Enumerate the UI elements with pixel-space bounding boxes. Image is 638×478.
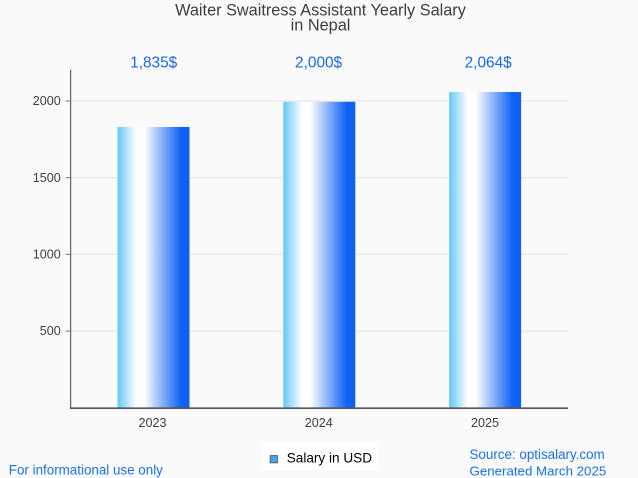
svg-text:For informational use only: For informational use only (9, 463, 163, 478)
svg-text:2,000$: 2,000$ (295, 55, 343, 72)
svg-text:2,064$: 2,064$ (465, 55, 513, 72)
svg-text:Generated March 2025: Generated March 2025 (470, 464, 607, 478)
svg-text:in Nepal: in Nepal (291, 17, 351, 35)
svg-text:Salary in USD: Salary in USD (287, 451, 373, 466)
svg-text:2023: 2023 (138, 416, 166, 430)
svg-text:500: 500 (40, 324, 61, 338)
svg-text:1,835$: 1,835$ (130, 55, 178, 72)
svg-text:Source: optisalary.com: Source: optisalary.com (470, 447, 605, 462)
svg-text:2000: 2000 (33, 94, 61, 108)
svg-text:2024: 2024 (305, 416, 333, 430)
svg-text:2025: 2025 (471, 416, 499, 430)
svg-text:Waiter Swaitress Assistant Yea: Waiter Swaitress Assistant Yearly Salary (175, 2, 467, 20)
svg-text:1500: 1500 (33, 171, 61, 185)
svg-text:1000: 1000 (33, 248, 61, 262)
